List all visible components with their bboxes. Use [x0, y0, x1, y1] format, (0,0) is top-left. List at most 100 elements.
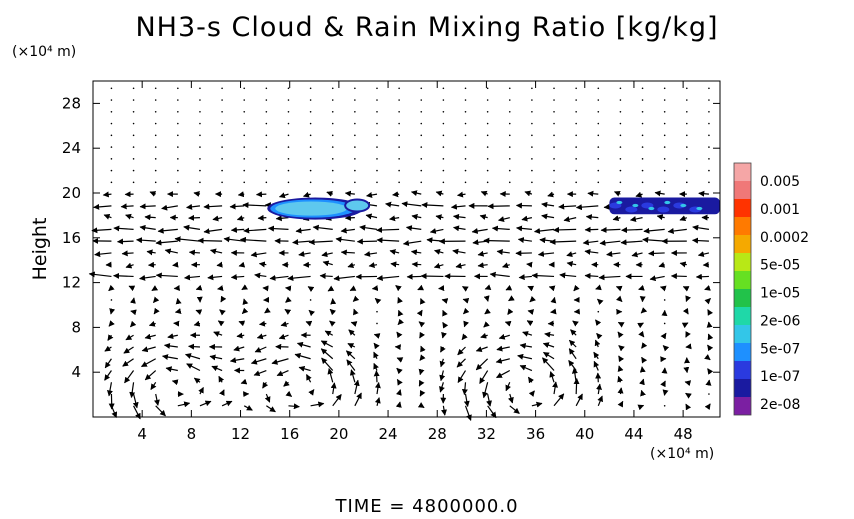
wind-vector: [704, 285, 711, 291]
x-tick-label: 32: [477, 425, 496, 443]
wind-vector-dot: [221, 122, 223, 125]
wind-vector-dot: [154, 99, 157, 101]
wind-vector-dot: [199, 99, 201, 101]
wind-vector: [347, 262, 356, 269]
wind-vector: [121, 250, 134, 257]
wind-vector-dot: [199, 87, 201, 90]
wind-vector: [91, 227, 112, 234]
plot-frame: [92, 80, 721, 418]
wind-vector: [453, 225, 466, 232]
wind-vector-dot: [708, 87, 710, 90]
wind-vector: [373, 342, 380, 350]
wind-vector: [104, 358, 112, 369]
wind-vector-dot: [575, 99, 577, 101]
colorbar-label: 1e-05: [760, 286, 800, 302]
wind-vector: [230, 274, 245, 280]
wind-vector: [354, 392, 362, 407]
wind-vector-dot: [221, 158, 223, 160]
wind-vector: [435, 214, 444, 221]
wind-vector-dot: [132, 111, 135, 113]
wind-vector-dot: [442, 122, 445, 125]
y-tick-label: 4: [71, 363, 81, 381]
wind-vector-dot: [486, 111, 489, 113]
wind-vector: [177, 401, 191, 408]
colorbar-swatch: [734, 199, 751, 217]
wind-vector-dot: [619, 99, 622, 101]
wind-vector: [429, 228, 444, 234]
wind-vector-dot: [663, 405, 666, 407]
wind-vector-dot: [531, 122, 533, 125]
wind-vector: [618, 345, 625, 352]
wind-vector: [594, 339, 601, 348]
wind-vector: [203, 228, 223, 235]
wind-vector: [617, 400, 624, 408]
wind-vector: [707, 368, 714, 375]
wind-vector: [411, 213, 422, 220]
wind-vector: [329, 320, 336, 327]
wind-vector: [329, 308, 337, 316]
wind-vector-dot: [243, 134, 246, 137]
wind-vector: [704, 403, 711, 411]
wind-vector-dot: [486, 87, 489, 90]
wind-vector: [376, 237, 400, 244]
wind-vector: [563, 216, 577, 223]
wind-vector: [233, 345, 245, 352]
colorbar-swatch: [734, 325, 751, 343]
wind-vector-dot: [221, 99, 223, 101]
wind-vector-dot: [508, 169, 511, 172]
wind-vector-dot: [708, 99, 710, 101]
wind-vector: [524, 190, 533, 197]
wind-vector: [395, 401, 402, 408]
wind-vector-dot: [398, 122, 400, 125]
wind-vector: [617, 375, 624, 383]
wind-vector: [155, 239, 178, 246]
wind-vector: [155, 272, 178, 279]
wind-vector: [155, 405, 166, 417]
wind-vector-dot: [641, 169, 644, 172]
wind-vector: [498, 333, 510, 340]
wind-vector: [217, 285, 224, 291]
wind-vector: [595, 284, 602, 291]
wind-vector-dot: [331, 169, 334, 172]
wind-vector: [439, 358, 446, 368]
wind-vector-dot: [508, 122, 511, 125]
wind-vector: [149, 191, 157, 197]
wind-vector: [373, 370, 380, 383]
wind-vector-dot: [663, 122, 666, 125]
wind-vector: [123, 346, 134, 354]
wind-vector-dot: [663, 181, 666, 184]
wind-vector: [124, 370, 135, 384]
wind-vector-dot: [641, 87, 644, 90]
wind-vector: [129, 382, 136, 399]
wind-vector: [107, 334, 114, 341]
wind-vector-dot: [486, 158, 489, 160]
cloud-region-patch: [616, 200, 623, 205]
cloud-region-lobe: [344, 198, 371, 213]
wind-vector: [327, 368, 334, 383]
wind-vector: [617, 321, 625, 328]
wind-vector-dot: [132, 158, 135, 160]
wind-vector-dot: [597, 169, 600, 172]
y-axis-unit: (×10⁴ m): [12, 44, 77, 60]
wind-vector: [559, 272, 577, 279]
y-axis: 4 8 12 16 20 24 28: [62, 94, 720, 381]
colorbar-swatch: [734, 163, 751, 181]
wind-vector: [269, 274, 289, 281]
wind-vector: [184, 274, 201, 281]
wind-vector: [658, 261, 666, 268]
wind-vector-dot: [199, 122, 201, 125]
wind-vector-dot: [597, 181, 600, 184]
wind-vector: [308, 389, 315, 396]
wind-vector-dot: [309, 169, 312, 172]
wind-vector: [326, 191, 333, 197]
wind-vector: [433, 262, 444, 269]
wind-vector: [365, 213, 378, 220]
wind-vector: [104, 345, 112, 352]
wind-vector-dot: [265, 87, 268, 90]
y-tick-label: 16: [62, 229, 81, 247]
colorbar-swatch: [734, 307, 751, 325]
wind-vector: [704, 298, 711, 305]
wind-vector: [258, 261, 267, 268]
wind-vector: [195, 284, 203, 291]
wind-vector: [629, 216, 643, 222]
